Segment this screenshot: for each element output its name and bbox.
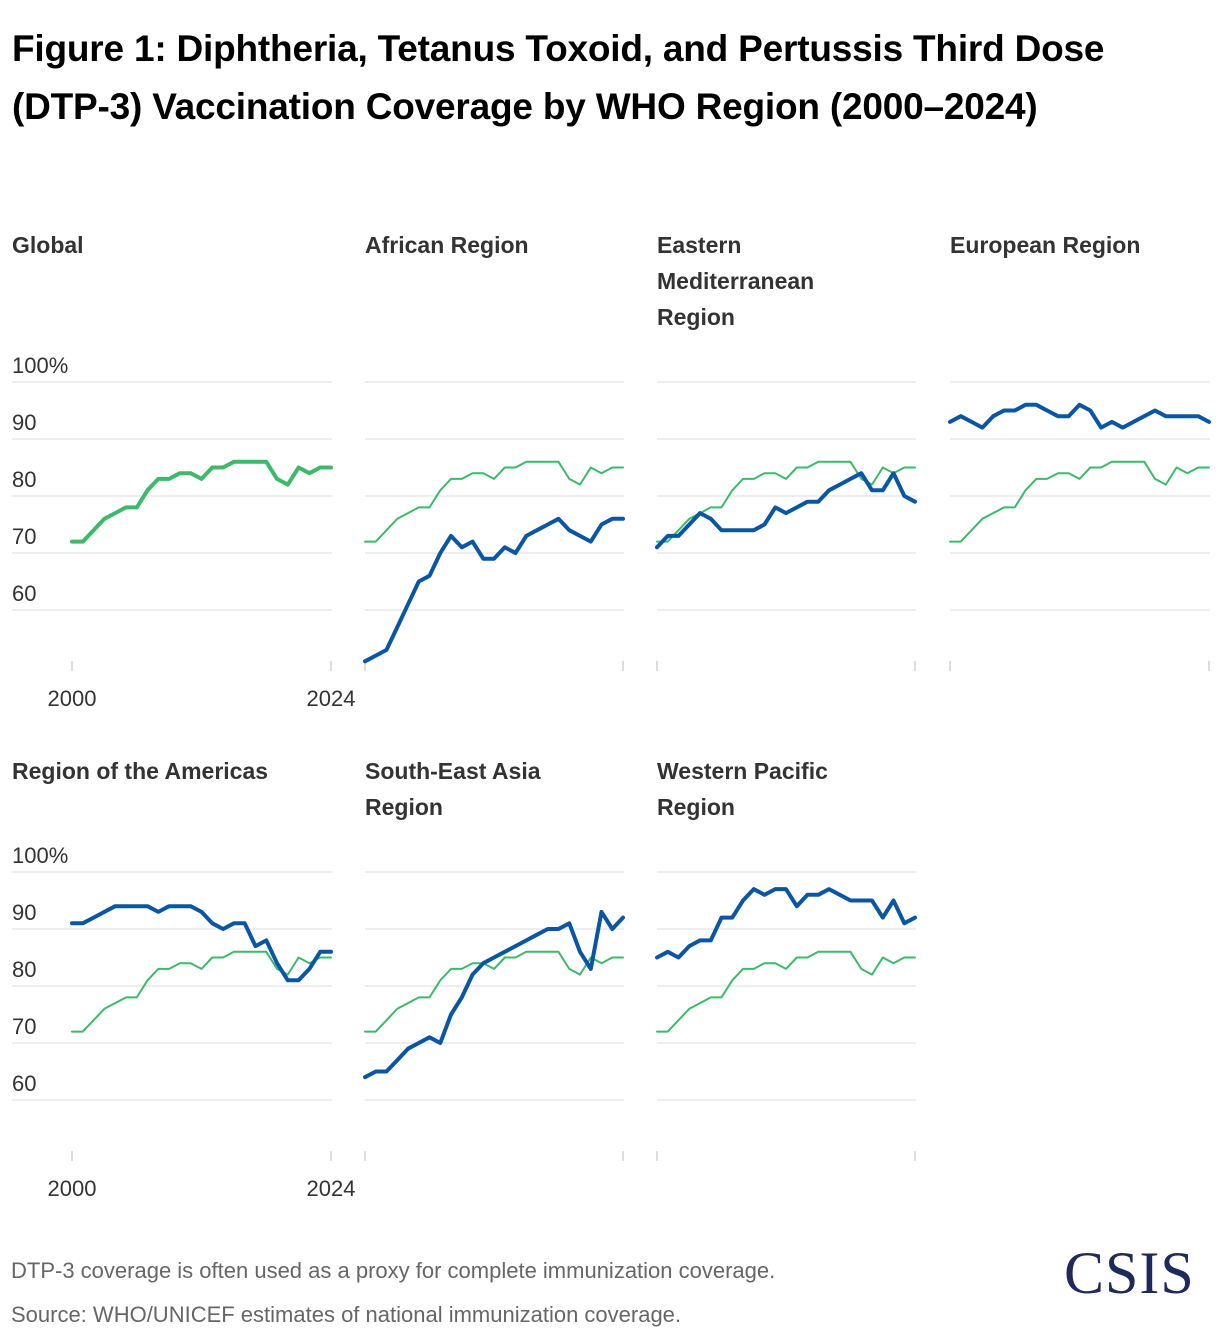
panel-title-global: Global xyxy=(12,232,84,258)
x-tick-label: 2000 xyxy=(48,1176,97,1201)
y-tick-label: 60 xyxy=(12,581,36,606)
y-tick-label: 100% xyxy=(12,843,68,868)
panel-title-european: European Region xyxy=(950,232,1141,258)
y-tick-label: 100% xyxy=(12,353,68,378)
panel-title-western-pacific: Western Pacific Region xyxy=(657,758,828,820)
region-series-line xyxy=(70,904,333,983)
global-reference-line xyxy=(656,950,916,1033)
region-series-line xyxy=(655,471,917,550)
x-tick-label: 2024 xyxy=(307,686,356,711)
figure-title: Figure 1: Diphtheria, Tetanus Toxoid, an… xyxy=(12,28,1105,127)
panel-title-african: African Region xyxy=(365,232,529,258)
region-series-line xyxy=(363,516,625,664)
y-tick-label: 80 xyxy=(12,957,36,982)
global-reference-line xyxy=(71,950,332,1033)
region-series-line xyxy=(948,402,1211,430)
csis-logo: CSIS xyxy=(1064,1240,1195,1306)
y-tick-label: 70 xyxy=(12,524,36,549)
y-tick-label: 60 xyxy=(12,1071,36,1096)
y-tick-label: 80 xyxy=(12,467,36,492)
x-tick-label: 2024 xyxy=(307,1176,356,1201)
region-series-line xyxy=(363,909,625,1080)
global-reference-line xyxy=(656,460,916,543)
global-reference-line xyxy=(364,950,624,1033)
panel-title-eastern-mediterranean: Eastern Mediterranean Region xyxy=(657,232,815,330)
global-reference-line xyxy=(949,460,1210,543)
global-series-line xyxy=(70,459,333,544)
chart-source: Source: WHO/UNICEF estimates of national… xyxy=(11,1302,682,1327)
y-tick-label: 70 xyxy=(12,1014,36,1039)
panel-title-americas: Region of the Americas xyxy=(12,758,269,784)
x-tick-label: 2000 xyxy=(48,686,97,711)
panel-title-south-east-asia: South-East Asia Region xyxy=(365,758,541,820)
global-reference-line xyxy=(364,460,624,543)
y-tick-label: 90 xyxy=(12,410,36,435)
y-tick-label: 90 xyxy=(12,900,36,925)
chart-note: DTP-3 coverage is often used as a proxy … xyxy=(11,1258,776,1283)
region-series-line xyxy=(655,887,917,960)
